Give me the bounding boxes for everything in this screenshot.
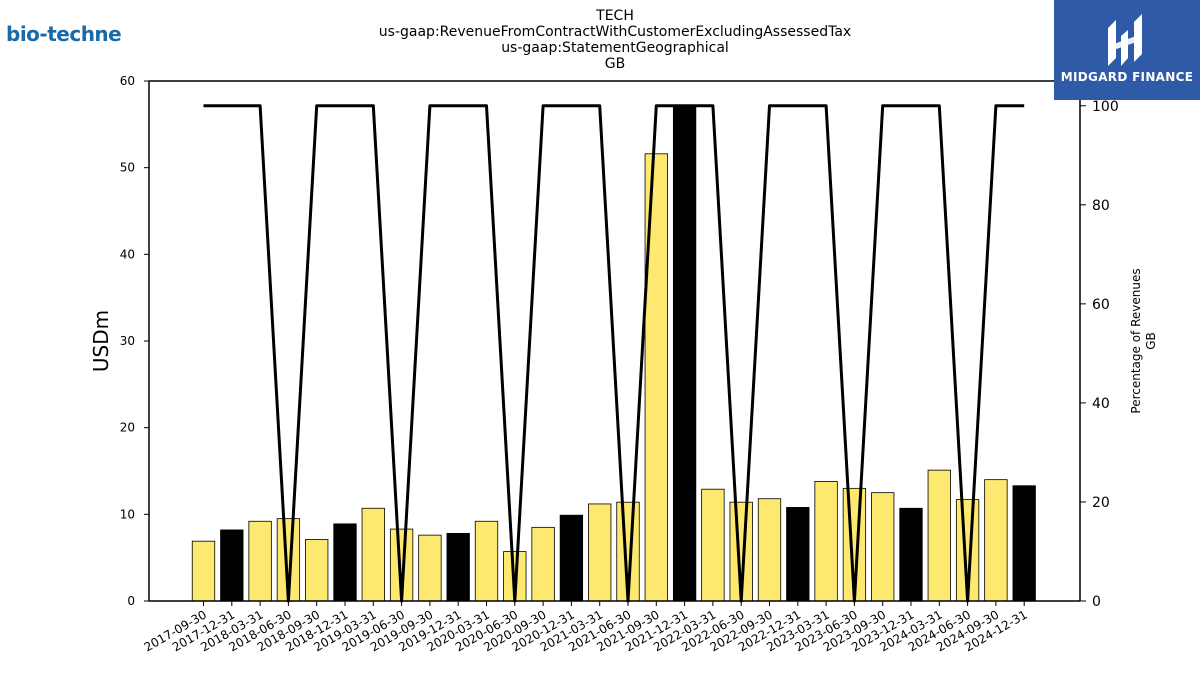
left-tick-label: 50 xyxy=(120,161,135,175)
bar xyxy=(927,469,951,602)
left-tick-label: 20 xyxy=(120,421,135,435)
right-y-axis-label: Percentage of Revenues GB xyxy=(1129,268,1158,413)
left-y-axis-ticks: 0 10 20 30 40 50 60 xyxy=(120,74,149,608)
bar xyxy=(474,520,499,602)
y-axis-label: USDm xyxy=(89,310,113,372)
bar xyxy=(191,540,216,602)
midgard-logo-text: MIDGARD FINANCE xyxy=(1060,70,1194,84)
right-tick-label: 0 xyxy=(1092,594,1101,610)
bars xyxy=(191,104,1036,602)
left-tick-label: 10 xyxy=(120,507,135,521)
bar xyxy=(361,507,385,602)
bar xyxy=(814,480,838,602)
right-y-axis-ticks: 0 20 40 60 80 100 xyxy=(1080,99,1119,610)
title-line: TECH xyxy=(595,8,634,24)
bio-techne-logo: bio-techne xyxy=(6,22,122,46)
bar xyxy=(672,104,697,602)
title-line: GB xyxy=(605,56,625,72)
bar xyxy=(333,523,357,602)
right-tick-label: 20 xyxy=(1092,495,1110,511)
bar xyxy=(1012,485,1036,602)
bar xyxy=(418,534,442,602)
right-y-axis-label-line: GB xyxy=(1144,332,1158,350)
x-axis-ticks: 2017-09-302017-12-312018-03-312018-06-30… xyxy=(142,601,1030,654)
left-tick-label: 40 xyxy=(120,247,135,261)
right-tick-label: 80 xyxy=(1092,198,1110,214)
bar xyxy=(220,529,244,602)
bar xyxy=(305,539,329,602)
right-tick-label: 60 xyxy=(1092,297,1110,313)
bar xyxy=(899,507,923,602)
midgard-logo-icon xyxy=(1108,14,1142,66)
left-tick-label: 30 xyxy=(120,334,135,348)
chart-title: TECHus-gaap:RevenueFromContractWithCusto… xyxy=(379,8,851,72)
percentage-series-line xyxy=(203,104,1025,603)
title-line: us-gaap:RevenueFromContractWithCustomerE… xyxy=(379,24,851,40)
bar xyxy=(757,498,782,602)
bar xyxy=(984,479,1008,602)
right-tick-label: 100 xyxy=(1092,99,1119,115)
title-line: us-gaap:StatementGeographical xyxy=(501,40,729,56)
left-tick-label: 60 xyxy=(120,74,135,88)
bar xyxy=(559,514,584,602)
bar xyxy=(531,526,555,602)
midgard-finance-logo: MIDGARD FINANCE xyxy=(1054,0,1200,100)
right-y-axis-label-line: Percentage of Revenues xyxy=(1129,268,1143,413)
left-tick-label: 0 xyxy=(127,594,135,608)
percentage-line xyxy=(203,104,1025,603)
bar xyxy=(588,503,612,602)
bar xyxy=(248,520,272,602)
right-tick-label: 40 xyxy=(1092,396,1110,412)
bar xyxy=(871,492,895,602)
bar xyxy=(446,533,470,602)
bar xyxy=(786,506,810,602)
bar xyxy=(701,488,725,602)
